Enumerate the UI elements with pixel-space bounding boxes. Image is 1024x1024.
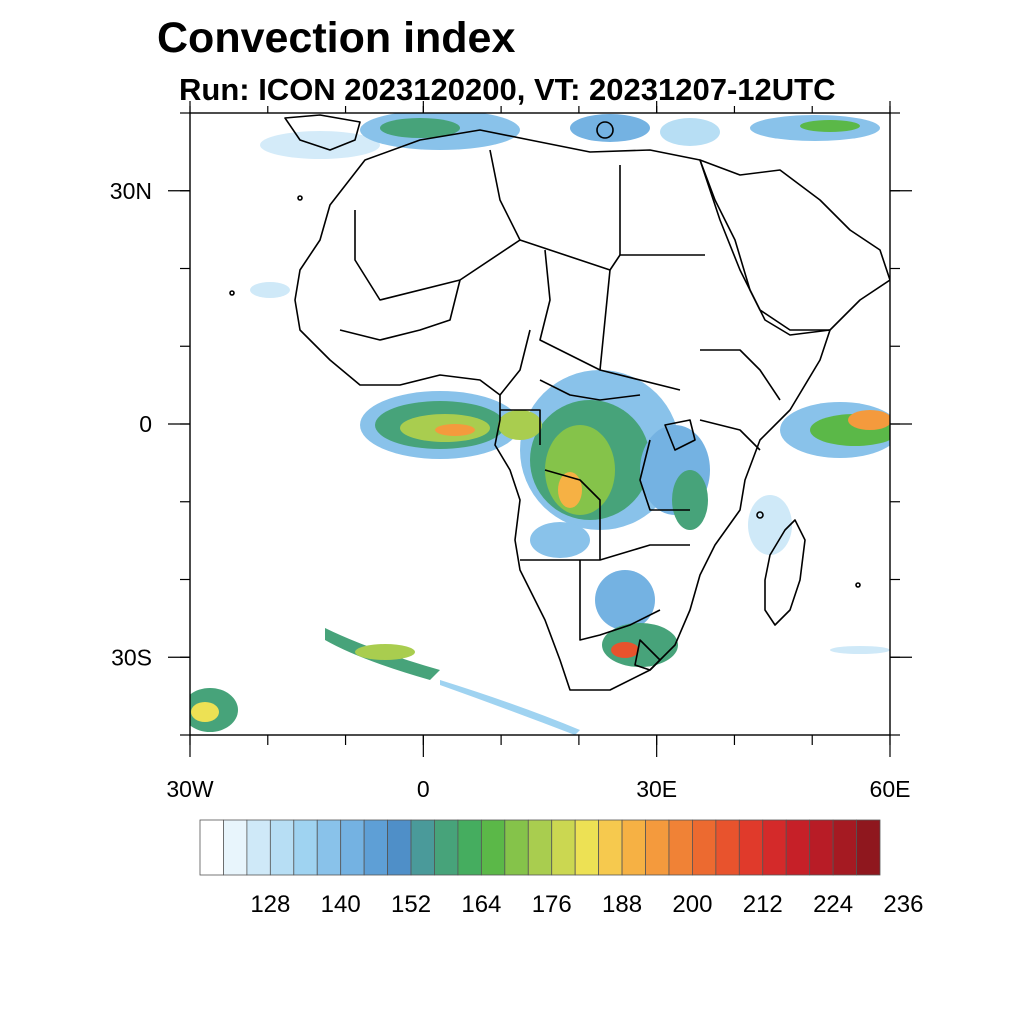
coastline-borders [229,114,890,691]
colorbar-label: 164 [461,891,501,918]
colorbar-swatch [668,819,693,876]
colorbar-swatch [809,819,834,876]
map-subtitle: Run: ICON 2023120200, VT: 20231207-12UTC [179,72,836,107]
colorbar-swatch [738,819,764,876]
convection-shading [190,113,890,735]
colorbar-swatch [457,819,482,876]
colorbar-swatch [504,819,529,876]
colorbar-swatch [785,819,811,876]
colorbar-swatch [480,819,506,876]
x-axis-labels: 30W 0 30E 60E [166,776,910,802]
y-tick-label: 30N [110,178,152,204]
colorbar-swatch [410,819,435,876]
colorbar-label: 224 [813,891,853,918]
colorbar-label: 152 [391,891,431,918]
colorbar-label: 128 [250,891,290,918]
colorbar-swatch [621,819,646,876]
colorbar-swatch [269,819,295,876]
colorbar-swatch [199,819,224,876]
x-tick-label: 30E [636,776,677,802]
colorbar-swatch [434,819,459,876]
colorbar-swatch [856,819,881,876]
colorbar-label: 212 [743,891,783,918]
colorbar-swatch [316,819,342,876]
x-tick-label: 30W [166,776,214,802]
colorbar-label: 176 [532,891,572,918]
colorbar-labels: 128 140 152 164 176 188 200 212 224 236 [250,891,923,918]
y-tick-label: 30S [111,644,152,670]
colorbar-swatch [527,819,553,876]
axis-ticks [168,101,912,757]
y-tick-label: 0 [139,411,152,437]
colorbar-swatch [832,819,857,876]
colorbar-swatch [363,819,388,876]
colorbar-swatch [574,819,600,876]
colorbar-swatch [246,819,271,876]
colorbar [199,819,881,876]
colorbar-swatch [340,819,365,876]
colorbar-label: 236 [883,891,923,918]
colorbar-swatch [692,819,717,876]
colorbar-swatch [293,819,318,876]
x-tick-label: 60E [870,776,911,802]
colorbar-swatch [762,819,787,876]
colorbar-label: 140 [321,891,361,918]
colorbar-swatch [551,819,576,876]
x-tick-label: 0 [417,776,430,802]
colorbar-label: 200 [672,891,712,918]
colorbar-swatch [387,819,412,876]
map-title: Convection index [157,14,516,62]
colorbar-swatch [598,819,623,876]
colorbar-label: 188 [602,891,642,918]
colorbar-swatch [645,819,670,876]
colorbar-swatch [223,819,248,876]
colorbar-swatch [715,819,740,876]
y-axis-labels: 30N 0 30S [110,178,152,671]
